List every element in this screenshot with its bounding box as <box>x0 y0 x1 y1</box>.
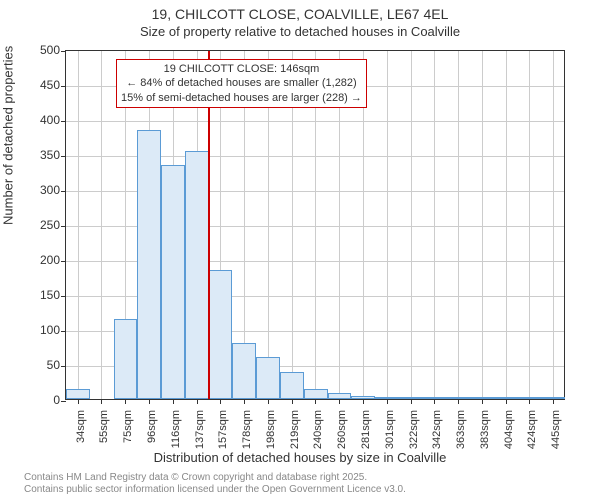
y-axis-title: Number of detached properties <box>1 46 16 225</box>
x-tick-label: 178sqm <box>241 410 253 470</box>
gridline-v <box>101 51 102 399</box>
x-tick-label: 55sqm <box>98 410 110 470</box>
chart-subtitle: Size of property relative to detached ho… <box>0 24 600 39</box>
y-tick-label: 400 <box>10 113 60 127</box>
histogram-bar <box>494 397 518 399</box>
gridline-v <box>411 51 412 399</box>
x-tick-mark <box>434 399 435 404</box>
x-tick-label: 260sqm <box>336 410 348 470</box>
x-tick-mark <box>101 399 102 404</box>
y-tick-label: 0 <box>10 393 60 407</box>
x-tick-label: 363sqm <box>455 410 467 470</box>
gridline-v <box>387 51 388 399</box>
histogram-bar <box>185 151 209 400</box>
y-tick-label: 300 <box>10 183 60 197</box>
histogram-bar <box>518 397 542 399</box>
y-tick-mark <box>61 51 66 52</box>
x-tick-label: 75sqm <box>122 410 134 470</box>
x-tick-mark <box>268 399 269 404</box>
x-tick-label: 198sqm <box>265 410 277 470</box>
x-tick-mark <box>411 399 412 404</box>
histogram-bar <box>232 343 256 399</box>
histogram-bar <box>328 393 352 399</box>
x-tick-label: 424sqm <box>526 410 538 470</box>
x-tick-label: 445sqm <box>550 410 562 470</box>
y-tick-label: 350 <box>10 148 60 162</box>
annotation-line2: ← 84% of detached houses are smaller (1,… <box>121 76 362 90</box>
x-tick-mark <box>244 399 245 404</box>
x-tick-label: 322sqm <box>408 410 420 470</box>
y-tick-label: 150 <box>10 288 60 302</box>
gridline-v <box>482 51 483 399</box>
y-tick-label: 50 <box>10 358 60 372</box>
footer-line1: Contains HM Land Registry data © Crown c… <box>24 472 406 484</box>
footer: Contains HM Land Registry data © Crown c… <box>24 472 406 496</box>
x-tick-label: 301sqm <box>384 410 396 470</box>
histogram-bar <box>66 389 90 400</box>
x-tick-label: 281sqm <box>360 410 372 470</box>
x-tick-label: 240sqm <box>312 410 324 470</box>
histogram-bar <box>304 389 328 400</box>
histogram-bar <box>399 397 423 399</box>
x-tick-label: 157sqm <box>217 410 229 470</box>
gridline-v <box>529 51 530 399</box>
histogram-bar <box>114 319 138 400</box>
y-tick-mark <box>61 401 66 402</box>
x-tick-mark <box>363 399 364 404</box>
x-tick-label: 342sqm <box>431 410 443 470</box>
histogram-bar <box>256 357 280 399</box>
histogram-bar <box>470 397 494 399</box>
annotation-line3: 15% of semi-detached houses are larger (… <box>121 91 362 105</box>
x-tick-label: 116sqm <box>170 410 182 470</box>
histogram-bar <box>351 396 375 399</box>
histogram-bar <box>161 165 185 400</box>
y-tick-label: 500 <box>10 43 60 57</box>
x-tick-mark <box>197 399 198 404</box>
x-tick-label: 404sqm <box>503 410 515 470</box>
x-tick-mark <box>173 399 174 404</box>
annotation-box: 19 CHILCOTT CLOSE: 146sqm ← 84% of detac… <box>116 59 367 108</box>
x-tick-label: 96sqm <box>146 410 158 470</box>
x-tick-label: 34sqm <box>75 410 87 470</box>
chart-title: 19, CHILCOTT CLOSE, COALVILLE, LE67 4EL <box>0 6 600 22</box>
x-tick-mark <box>458 399 459 404</box>
x-tick-label: 383sqm <box>479 410 491 470</box>
x-tick-mark <box>315 399 316 404</box>
histogram-bar <box>137 130 161 400</box>
y-tick-label: 200 <box>10 253 60 267</box>
x-tick-mark <box>149 399 150 404</box>
x-tick-mark <box>125 399 126 404</box>
gridline-v <box>506 51 507 399</box>
footer-line2: Contains public sector information licen… <box>24 484 406 496</box>
chart-container: 19, CHILCOTT CLOSE, COALVILLE, LE67 4EL … <box>0 0 600 500</box>
x-tick-mark <box>220 399 221 404</box>
histogram-bar <box>447 397 471 399</box>
gridline-v <box>434 51 435 399</box>
gridline-v <box>78 51 79 399</box>
plot-area: 19 CHILCOTT CLOSE: 146sqm ← 84% of detac… <box>65 50 565 400</box>
gridline-v <box>458 51 459 399</box>
x-tick-mark <box>78 399 79 404</box>
x-tick-mark <box>529 399 530 404</box>
x-tick-mark <box>553 399 554 404</box>
annotation-line1: 19 CHILCOTT CLOSE: 146sqm <box>121 62 362 76</box>
x-tick-label: 219sqm <box>289 410 301 470</box>
x-tick-mark <box>482 399 483 404</box>
x-tick-mark <box>387 399 388 404</box>
histogram-bar <box>209 270 233 400</box>
y-tick-label: 250 <box>10 218 60 232</box>
x-tick-mark <box>339 399 340 404</box>
x-tick-label: 137sqm <box>194 410 206 470</box>
y-tick-label: 450 <box>10 78 60 92</box>
histogram-bar <box>542 397 566 399</box>
gridline-v <box>553 51 554 399</box>
x-tick-mark <box>506 399 507 404</box>
y-tick-label: 100 <box>10 323 60 337</box>
histogram-bar <box>280 372 304 399</box>
x-tick-mark <box>292 399 293 404</box>
histogram-bar <box>423 397 447 399</box>
histogram-bar <box>375 397 399 399</box>
